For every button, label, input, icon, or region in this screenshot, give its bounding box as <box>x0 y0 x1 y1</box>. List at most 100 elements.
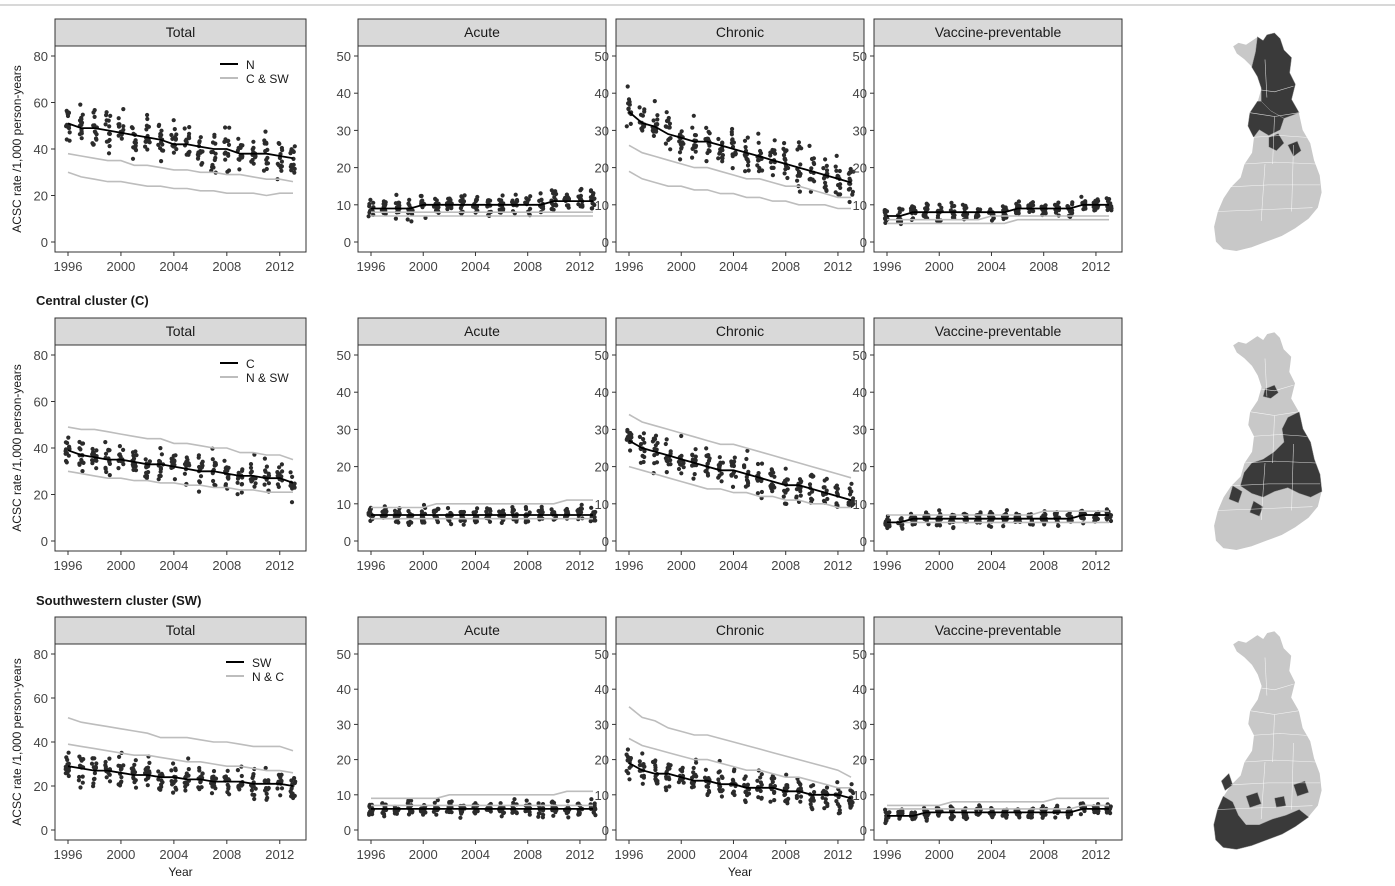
data-point <box>1053 815 1058 820</box>
data-point <box>510 808 516 814</box>
data-point <box>107 131 112 136</box>
data-point <box>143 474 148 479</box>
data-point <box>277 141 282 146</box>
data-point <box>693 143 699 148</box>
x-tick-label: 2008 <box>1029 847 1058 862</box>
data-point <box>579 510 584 515</box>
data-point <box>638 112 644 117</box>
data-point <box>409 798 414 803</box>
data-point <box>650 128 655 133</box>
data-point <box>1000 204 1006 209</box>
data-point <box>948 804 953 809</box>
data-point <box>240 155 245 160</box>
data-point <box>90 446 95 452</box>
data-point <box>810 489 815 494</box>
data-point <box>116 466 121 471</box>
data-point <box>577 810 582 816</box>
data-point <box>117 444 122 449</box>
data-point <box>145 783 150 788</box>
data-point <box>733 474 739 479</box>
data-point <box>94 761 99 766</box>
data-point <box>745 135 750 140</box>
data-point <box>107 124 112 129</box>
data-point <box>742 138 748 143</box>
data-point <box>554 191 559 197</box>
cluster-title: Southwestern cluster (SW) <box>36 593 201 608</box>
data-point <box>78 447 83 452</box>
data-point <box>200 771 205 776</box>
data-point <box>187 150 192 155</box>
data-point <box>225 475 230 480</box>
data-point <box>846 187 852 192</box>
x-tick-label: 2012 <box>265 558 294 573</box>
data-point <box>199 461 204 466</box>
data-point <box>796 140 802 145</box>
map-border <box>1244 759 1317 763</box>
data-point <box>1093 518 1098 523</box>
data-point <box>651 133 657 138</box>
y-tick-label: 40 <box>34 441 48 456</box>
x-tick-label: 2000 <box>106 259 135 274</box>
data-point <box>1105 207 1110 213</box>
data-point <box>251 139 256 144</box>
data-point <box>250 784 255 789</box>
data-point <box>716 463 721 468</box>
data-point <box>198 474 204 479</box>
data-point <box>899 524 904 529</box>
data-point <box>77 754 82 759</box>
data-point <box>1104 507 1109 512</box>
data-point <box>288 483 293 488</box>
data-point <box>592 515 597 520</box>
data-point <box>629 432 634 437</box>
data-point <box>720 460 726 465</box>
data-point <box>808 798 813 803</box>
data-point <box>78 785 83 790</box>
data-point <box>680 765 685 771</box>
data-point <box>821 166 826 171</box>
data-point <box>730 137 735 143</box>
data-point <box>794 495 799 500</box>
data-point <box>759 772 764 777</box>
x-tick-label: 1996 <box>615 558 644 573</box>
data-point <box>756 140 761 145</box>
series-line-cluster <box>887 808 1109 817</box>
data-point <box>590 201 595 206</box>
data-point <box>107 473 112 478</box>
data-point <box>397 200 402 205</box>
y-tick-label: 50 <box>595 647 609 662</box>
y-tick-label: 0 <box>602 823 609 838</box>
data-point <box>264 141 269 146</box>
data-point <box>824 785 830 790</box>
finland-map <box>1213 630 1323 850</box>
data-point <box>239 482 245 487</box>
y-tick-label: 20 <box>337 753 351 768</box>
data-point <box>1042 522 1047 527</box>
data-point <box>625 747 631 752</box>
data-point <box>716 475 721 480</box>
data-point <box>626 101 631 106</box>
y-tick-label: 40 <box>595 86 609 101</box>
data-point <box>824 488 829 493</box>
data-point <box>240 467 245 472</box>
legend-label: N & SW <box>246 371 289 385</box>
data-point <box>225 139 230 144</box>
data-point <box>103 764 108 769</box>
y-tick-label: 0 <box>344 823 351 838</box>
x-tick-label: 2004 <box>719 558 748 573</box>
data-point <box>501 508 506 513</box>
map-border <box>1260 761 1266 820</box>
data-point <box>755 163 760 168</box>
map-cluster-region <box>1274 795 1287 808</box>
y-axis-label: ACSC rate /1,000 person-years <box>10 65 24 232</box>
series-line-other <box>628 170 851 210</box>
data-point <box>720 159 725 164</box>
data-point <box>169 456 174 461</box>
data-point <box>640 751 645 756</box>
data-point <box>262 456 267 461</box>
data-point <box>1104 810 1109 815</box>
map-border <box>1260 462 1266 521</box>
data-point <box>146 770 151 775</box>
data-point <box>666 762 671 767</box>
data-point <box>1004 508 1010 513</box>
data-point <box>730 791 736 796</box>
